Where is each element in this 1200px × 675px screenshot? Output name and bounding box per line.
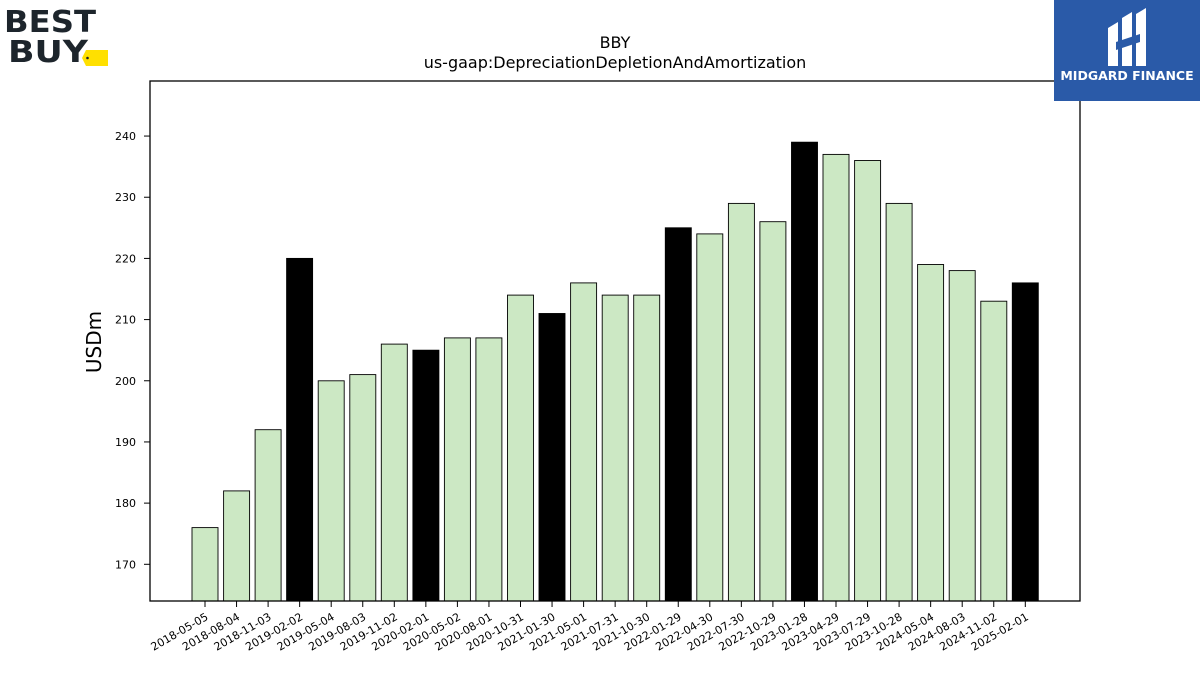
- svg-text:BUY: BUY: [8, 35, 89, 68]
- svg-text:BEST: BEST: [4, 5, 97, 40]
- bar-2023-07-29: [854, 160, 882, 602]
- bar-2021-10-30: [633, 294, 661, 602]
- bar-2020-08-01: [475, 337, 503, 602]
- y-tick-label: 170: [115, 558, 136, 571]
- bar-2024-05-04: [917, 264, 945, 602]
- best-buy-logo: BEST BUY: [4, 5, 108, 68]
- bar-2020-10-31: [507, 294, 534, 602]
- bar-2023-01-28: [791, 141, 818, 602]
- y-tick-label: 210: [115, 314, 136, 327]
- y-tick-label: 180: [115, 497, 136, 510]
- bar-2019-08-03: [349, 374, 377, 602]
- x-axis: 2018-05-052018-08-042018-11-032019-02-02…: [149, 601, 1031, 654]
- bar-2023-04-29: [822, 153, 850, 602]
- bars-group: [191, 141, 1039, 602]
- midgard-brand-name: MIDGARD FINANCE: [1060, 68, 1194, 83]
- bar-2022-07-30: [727, 202, 755, 602]
- plot-frame: [149, 80, 1081, 602]
- bar-2023-10-28: [885, 202, 913, 602]
- bar-2020-05-02: [443, 337, 471, 602]
- bar-2022-01-29: [664, 227, 692, 602]
- bar-2020-02-01: [412, 349, 440, 602]
- y-tick-label: 240: [115, 130, 136, 143]
- y-axis-label: USDm: [82, 311, 106, 373]
- y-tick-label: 220: [115, 252, 136, 265]
- bar-2019-02-02: [286, 257, 314, 602]
- chart-title: BBY: [600, 33, 631, 52]
- bar-2024-08-03: [948, 270, 976, 602]
- bar-2018-11-03: [254, 429, 282, 602]
- bar-2019-11-02: [380, 343, 408, 602]
- bar-2018-08-04: [223, 490, 251, 602]
- chart-subtitle: us-gaap:DepreciationDepletionAndAmortiza…: [424, 53, 807, 72]
- bar-2022-04-30: [696, 233, 724, 602]
- y-tick-label: 200: [115, 375, 136, 388]
- y-tick-label: 190: [115, 436, 136, 449]
- midgard-emblem-icon: [1108, 8, 1146, 66]
- y-tick-label: 230: [115, 191, 136, 204]
- bar-2021-05-01: [570, 282, 598, 602]
- midgard-finance-logo: MIDGARD FINANCE: [1054, 0, 1200, 101]
- bar-2024-11-02: [980, 300, 1008, 602]
- bar-2019-05-04: [317, 380, 345, 602]
- bar-2021-07-31: [601, 294, 629, 602]
- y-axis: 170 180 190 200 210 220 230 240: [115, 130, 150, 571]
- bar-2018-05-05: [191, 527, 219, 602]
- bar-2021-01-30: [538, 313, 566, 602]
- bar-2022-10-29: [759, 221, 787, 602]
- bar-2025-02-01: [1011, 282, 1039, 602]
